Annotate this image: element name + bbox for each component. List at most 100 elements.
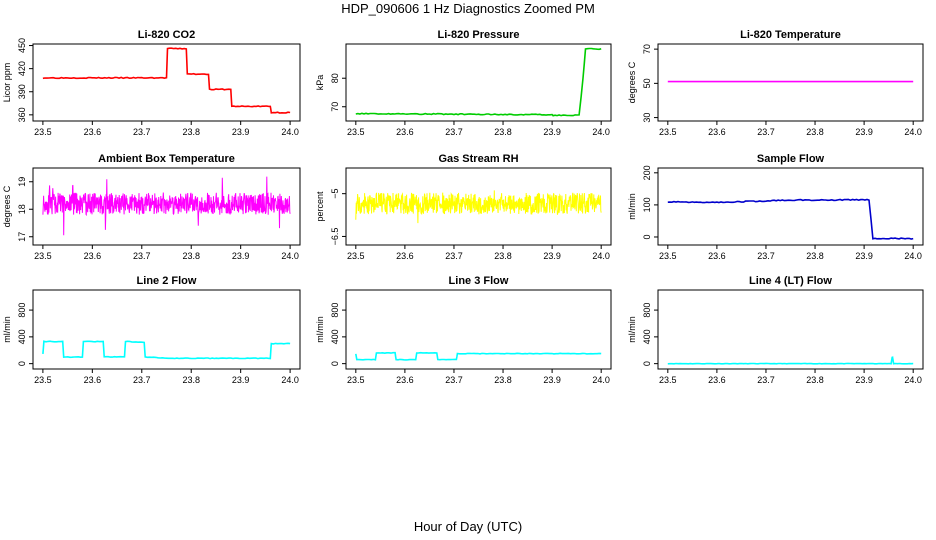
x-tick-label: 23.5 [34,251,52,261]
plot-frame [345,167,612,246]
y-tick-label: 400 [642,329,652,344]
series-line [355,351,602,361]
y-tick-label: 30 [642,113,652,123]
y-tick-label: −5 [330,189,340,199]
x-tick-label: 24.0 [281,375,299,385]
x-tick-label: 23.8 [182,251,200,261]
y-axis-label: ml/min [2,316,12,343]
x-tick-label: 23.8 [182,127,200,137]
y-tick-label: −6.5 [330,228,340,246]
panel-title: Line 4 (LT) Flow [749,275,832,287]
series-line [42,340,291,360]
x-tick-label: 23.7 [445,375,463,385]
y-tick-label: 70 [642,44,652,54]
x-tick-label: 23.8 [806,251,824,261]
x-tick-label: 24.0 [904,375,922,385]
x-tick-label: 24.0 [281,127,299,137]
panel-4: Ambient Box Temperature degrees C 23.5 23.6… [2,153,301,261]
plot-frame [32,167,301,246]
plot-frame [657,289,924,370]
y-tick-label: 800 [330,303,340,318]
y-tick-label: 19 [17,177,27,187]
y-tick-label: 0 [330,361,340,366]
x-tick-label: 23.5 [34,127,52,137]
x-tick-label: 23.9 [855,127,873,137]
plot-frame [32,43,301,122]
x-tick-label: 23.9 [855,375,873,385]
x-tick-label: 23.8 [494,251,512,261]
x-tick-label: 23.5 [347,251,365,261]
panel-title: Li-820 Temperature [740,29,841,41]
x-tick-label: 23.6 [84,375,102,385]
x-tick-label: 23.8 [806,375,824,385]
y-axis-label: Licor ppm [2,63,12,103]
x-tick-label: 24.0 [281,251,299,261]
plot-frame [345,289,612,370]
x-tick-label: 23.5 [34,375,52,385]
x-tick-label: 23.6 [708,127,726,137]
panel-6: Sample Flow ml/min 23.5 23.6 23.7 23.8 23.9 24.… [627,153,924,261]
x-tick-label: 23.6 [84,127,102,137]
series-line [667,198,914,240]
y-tick-label: 800 [17,303,27,318]
series-line [355,190,602,224]
x-tick-label: 23.5 [347,127,365,137]
panel-1: Li-820 CO2 Licor ppm 23.5 23.6 23.7 23.8 23.9 2… [2,29,301,137]
y-tick-label: 360 [17,107,27,122]
x-tick-label: 23.6 [396,375,414,385]
plot-frame [345,43,612,122]
x-axis-label: Hour of Day (UTC) [413,519,523,534]
panel-9: Line 4 (LT) Flow ml/min 23.5 23.6 23.7 23.8 23… [627,275,924,385]
x-tick-label: 23.8 [494,127,512,137]
y-tick-label: 800 [642,303,652,318]
series-line [667,355,914,365]
x-tick-label: 23.9 [232,375,250,385]
x-tick-label: 23.5 [659,375,677,385]
y-axis-label: ml/min [315,316,325,343]
panel-3: Li-820 Temperature degrees C 23.5 23.6 23.7 2… [627,29,924,137]
x-tick-label: 23.9 [543,375,561,385]
x-tick-label: 23.6 [396,251,414,261]
panel-2: Li-820 Pressure kPa 23.5 23.6 23.7 23.8 23.9 24… [315,29,612,137]
panel-title: Ambient Box Temperature [98,153,235,165]
panel-5: Gas Stream RH percent 23.5 23.6 23.7 23.8 23.9… [315,153,612,261]
y-tick-label: 50 [642,78,652,88]
panel-title: Li-820 CO2 [138,29,195,41]
x-tick-label: 23.7 [133,251,151,261]
panel-title: Gas Stream RH [438,153,518,165]
y-tick-label: 0 [642,234,652,239]
x-tick-label: 23.9 [543,251,561,261]
x-tick-label: 23.8 [182,375,200,385]
y-tick-label: 0 [17,361,27,366]
x-tick-label: 23.5 [347,375,365,385]
y-axis-label: ml/min [627,316,637,343]
x-tick-label: 23.7 [757,375,775,385]
y-tick-label: 100 [642,197,652,212]
x-tick-label: 24.0 [592,127,610,137]
y-tick-label: 80 [330,73,340,83]
y-axis-label: ml/min [627,193,637,220]
plot-frame [657,43,924,122]
page-title: HDP_090606 1 Hz Diagnostics Zoomed PM [341,1,595,16]
y-axis-label: percent [315,191,325,222]
y-tick-label: 390 [17,84,27,99]
x-tick-label: 23.8 [494,375,512,385]
x-tick-label: 23.6 [708,251,726,261]
x-tick-label: 23.9 [855,251,873,261]
plot-frame [657,167,924,246]
panel-7: Line 2 Flow ml/min 23.5 23.6 23.7 23.8 23.9 24.… [2,275,301,385]
x-tick-label: 23.7 [445,127,463,137]
y-tick-label: 18 [17,204,27,214]
x-tick-label: 24.0 [904,127,922,137]
y-tick-label: 70 [330,102,340,112]
series-line [42,47,291,114]
x-tick-label: 23.9 [543,127,561,137]
x-tick-label: 23.6 [708,375,726,385]
x-tick-label: 23.9 [232,127,250,137]
x-tick-label: 23.5 [659,251,677,261]
x-tick-label: 23.9 [232,251,250,261]
panel-title: Line 2 Flow [137,275,197,287]
y-tick-label: 17 [17,232,27,242]
x-tick-label: 23.7 [757,251,775,261]
